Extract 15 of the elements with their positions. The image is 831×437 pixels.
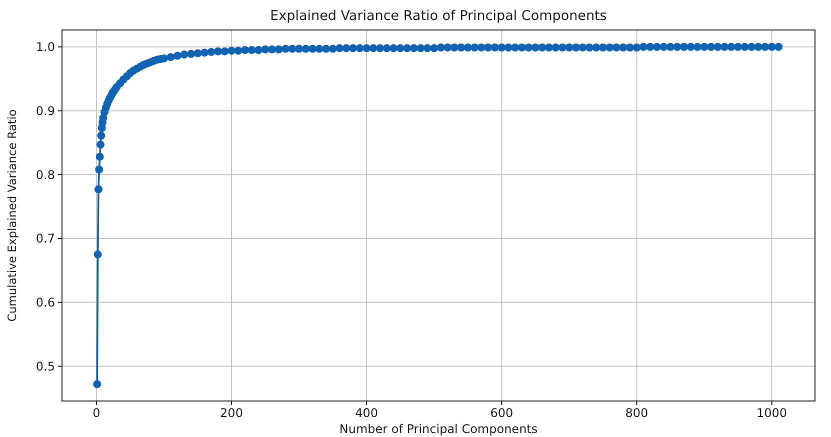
- chart-title: Explained Variance Ratio of Principal Components: [270, 8, 607, 24]
- x-tick-label: 600: [490, 406, 514, 420]
- x-tick-label: 200: [220, 406, 243, 420]
- y-tick-label: 0.7: [36, 232, 55, 246]
- y-tick-label: 0.8: [36, 168, 55, 182]
- y-tick-label: 0.5: [36, 359, 55, 374]
- y-axis-title: Cumulative Explained Variance Ratio: [5, 109, 19, 322]
- x-tick-label: 400: [355, 406, 378, 420]
- x-tick-label: 1000: [756, 406, 788, 420]
- x-tick-label: 800: [625, 406, 648, 420]
- y-tick-label: 0.6: [36, 296, 55, 310]
- x-axis-title: Number of Principal Components: [339, 422, 538, 436]
- y-tick-label: 1.0: [36, 40, 55, 54]
- y-tick-label: 0.9: [36, 104, 55, 118]
- x-tick-label: 0: [92, 406, 100, 420]
